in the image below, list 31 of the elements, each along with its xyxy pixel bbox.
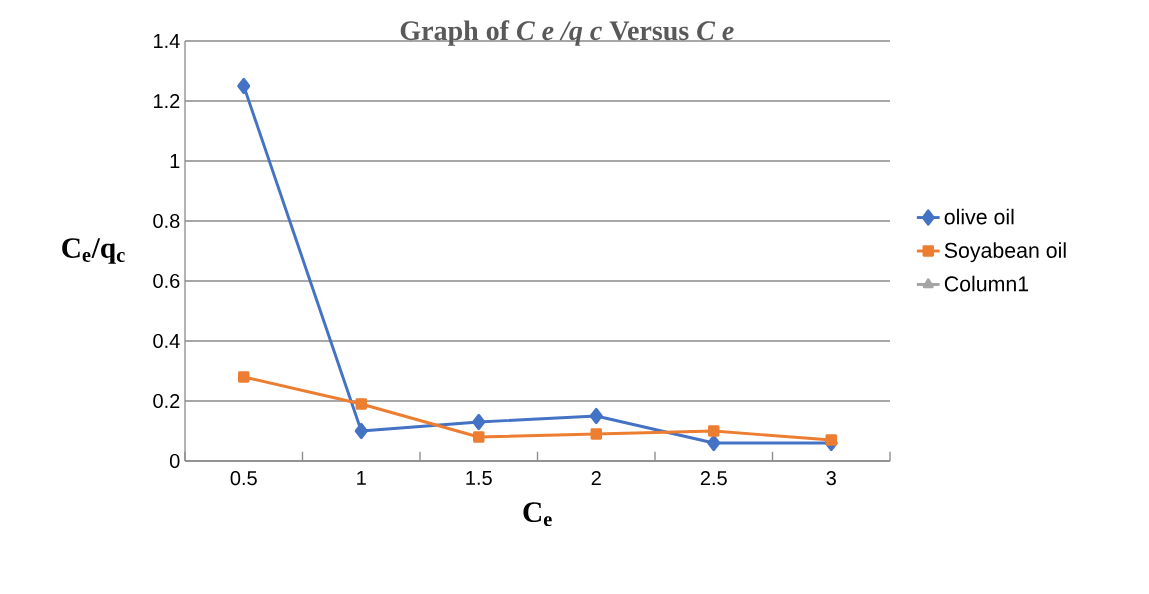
legend-label: olive oil [944, 208, 1014, 225]
x-tick-label: 1.5 [466, 471, 492, 485]
x-tick-label: 2 [591, 471, 601, 486]
y-tick-label: 1 [170, 154, 180, 168]
point [237, 77, 251, 95]
y-tick-label: 1.4 [154, 34, 180, 48]
chart-title: Graph of C e /q c Versus C e [400, 20, 734, 46]
x-tick-label: 2.5 [700, 471, 727, 486]
point [825, 434, 837, 446]
x-tick-label: 1 [357, 471, 366, 485]
y-tick-label: 0.4 [153, 333, 180, 349]
legend-label: Soyabean oil [944, 242, 1066, 263]
point [354, 422, 368, 440]
y-tick-label: 0.8 [153, 213, 180, 229]
x-tick-label: 0.5 [230, 471, 257, 486]
x-tick-label: 3 [826, 471, 836, 486]
point [473, 431, 485, 443]
point [708, 425, 720, 437]
point [472, 413, 486, 431]
point [707, 434, 721, 452]
point [589, 407, 603, 425]
y-tick-label: 0 [169, 453, 180, 469]
point [590, 428, 602, 440]
y-tick-label: 1.2 [154, 94, 180, 108]
point [238, 371, 250, 383]
y-axis-title: C$_{e}$/q$_{c}$ [62, 238, 125, 264]
point [355, 398, 367, 410]
y-tick-label: 0.2 [153, 393, 180, 409]
legend-label: Column1 [944, 275, 1029, 292]
x-axis-title: C$_{e}$ [523, 502, 552, 527]
y-tick-label: 0.6 [153, 273, 180, 289]
